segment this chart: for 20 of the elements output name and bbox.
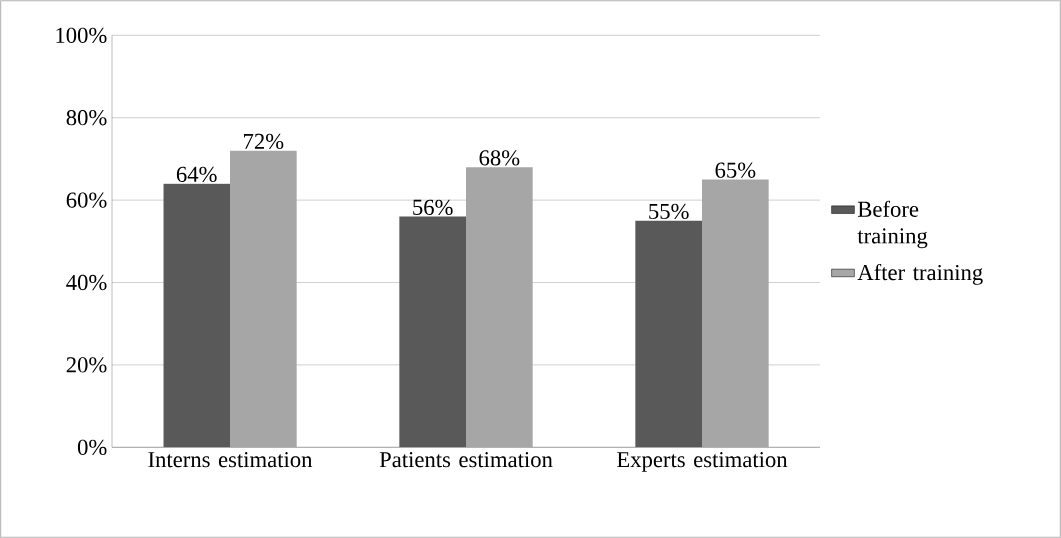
x-tick-label: Patients estimation: [379, 452, 553, 468]
legend-label: After training: [857, 263, 983, 285]
bar: [399, 216, 466, 448]
bar: [163, 183, 230, 448]
data-label: 55%: [649, 203, 689, 220]
legend-label: Before training: [857, 200, 928, 249]
data-label: 68%: [479, 150, 520, 166]
y-tick-label: 40%: [66, 274, 107, 291]
y-tick-label: 100%: [56, 27, 107, 43]
x-tick-label: Interns estimation: [148, 452, 313, 468]
x-tick-label: Experts estimation: [617, 452, 788, 472]
data-label: 72%: [244, 133, 284, 150]
data-label: 64%: [176, 166, 217, 183]
y-tick-label: 20%: [66, 357, 107, 373]
bar: [635, 220, 702, 448]
data-label: 56%: [413, 199, 453, 215]
data-label: 65%: [715, 162, 756, 178]
y-tick-label: 80%: [66, 110, 107, 126]
y-tick-label: 0%: [77, 439, 107, 455]
y-tick-label: 60%: [66, 192, 107, 208]
